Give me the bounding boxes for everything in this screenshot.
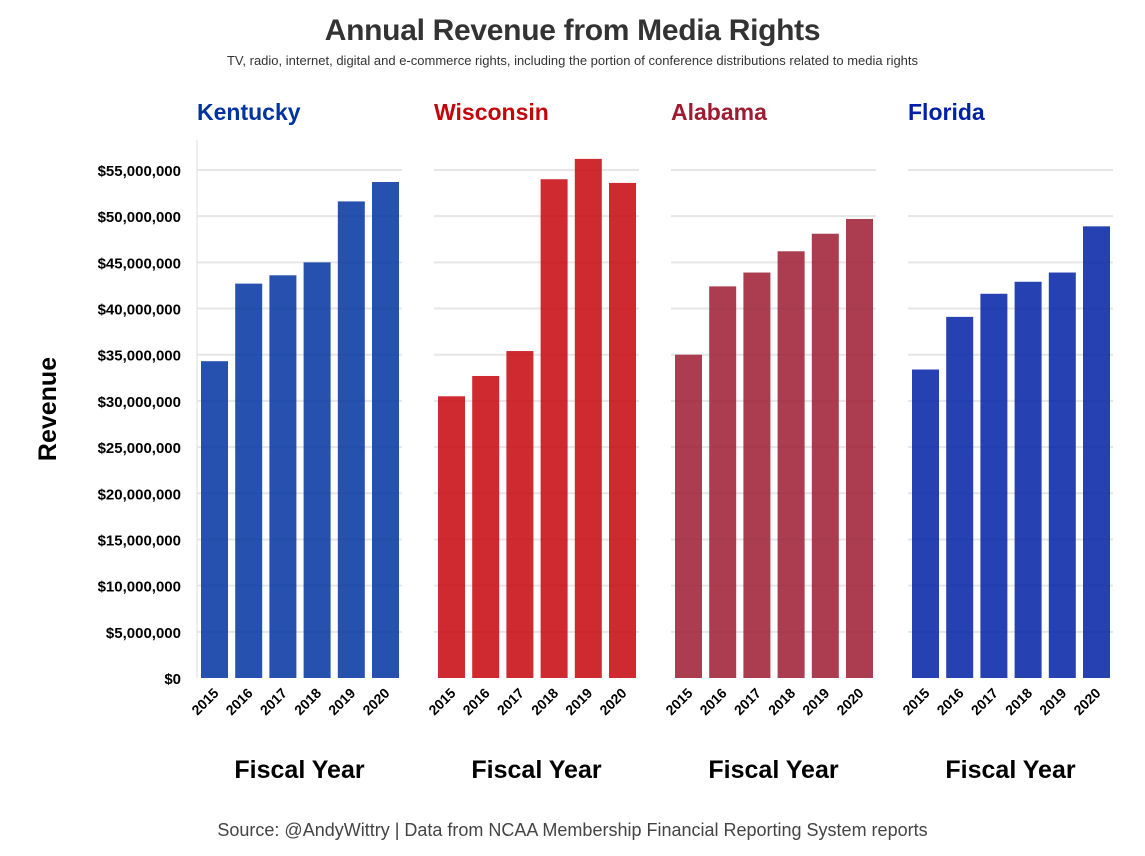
chart-subtitle: TV, radio, internet, digital and e-comme… (226, 53, 919, 68)
x-tick-label: 2016 (459, 685, 492, 718)
y-tick-label: $55,000,000 (98, 163, 181, 180)
x-tick-label: 2015 (188, 685, 221, 718)
x-tick-label: 2016 (222, 685, 255, 718)
panel-title: Wisconsin (434, 99, 549, 125)
chart-title: Annual Revenue from Media Rights (324, 14, 821, 47)
x-tick-label: 2020 (833, 685, 866, 718)
y-tick-label: $30,000,000 (98, 394, 181, 411)
panel-alabama: Alabama 2015 2016 2017 2018 2019 2020 Fiscal Ye… (662, 99, 876, 784)
bar-alabama-2018 (777, 251, 805, 678)
x-tick-label: 2019 (1036, 685, 1069, 718)
bar-kentucky-2018 (303, 262, 331, 678)
bar-wisconsin-2018 (540, 179, 568, 678)
bar-florida-2015 (912, 369, 939, 678)
x-axis-title: Fiscal Year (471, 756, 601, 784)
bar-wisconsin-2016 (472, 375, 500, 678)
panel-title: Alabama (671, 99, 767, 125)
bar-florida-2016 (946, 316, 974, 678)
x-axis-title: Fiscal Year (945, 756, 1075, 784)
y-tick-label: $25,000,000 (98, 440, 181, 457)
x-tick-label: 2017 (968, 685, 1001, 718)
bar-wisconsin-2020 (609, 182, 636, 678)
bar-alabama-2017 (743, 272, 771, 678)
bar-kentucky-2017 (269, 275, 297, 678)
y-tick-label: $10,000,000 (98, 579, 181, 596)
bar-florida-2020 (1083, 226, 1110, 679)
x-axis-title: Fiscal Year (708, 756, 838, 784)
chart-caption: Source: @AndyWittry | Data from NCAA Mem… (217, 820, 928, 840)
bar-florida-2019 (1048, 272, 1076, 678)
y-tick-label: $15,000,000 (98, 532, 181, 549)
x-tick-label: 2018 (291, 685, 324, 718)
x-tick-label: 2018 (528, 685, 561, 718)
bar-wisconsin-2017 (506, 351, 534, 678)
x-tick-label: 2016 (696, 685, 729, 718)
y-tick-label: $50,000,000 (98, 209, 181, 226)
x-tick-label: 2015 (425, 685, 458, 718)
y-axis-title: Revenue (34, 357, 62, 461)
bar-wisconsin-2015 (438, 396, 465, 678)
x-tick-label: 2020 (359, 685, 392, 718)
x-tick-label: 2018 (1002, 685, 1035, 718)
bar-alabama-2019 (811, 233, 839, 679)
x-tick-label: 2017 (731, 685, 764, 718)
bar-kentucky-2020 (372, 182, 399, 679)
x-tick-label: 2020 (1070, 685, 1103, 718)
y-tick-label: $35,000,000 (98, 348, 181, 365)
bar-alabama-2020 (846, 218, 873, 678)
x-tick-label: 2017 (257, 685, 290, 718)
x-axis-title: Fiscal Year (234, 756, 364, 784)
y-tick-label: $40,000,000 (98, 302, 181, 319)
x-tick-label: 2019 (325, 685, 358, 718)
x-tick-label: 2015 (899, 685, 932, 718)
bar-wisconsin-2019 (574, 158, 602, 678)
y-tick-label: $45,000,000 (98, 255, 181, 272)
panel-wisconsin: Wisconsin 2015 2016 2017 2018 2019 2020 Fiscal … (425, 99, 639, 784)
bar-alabama-2016 (709, 286, 737, 678)
bar-kentucky-2019 (337, 201, 365, 679)
x-tick-label: 2016 (933, 685, 966, 718)
y-axis: $0 $5,000,000 $10,000,000 $15,000,000 $20,00… (98, 140, 198, 688)
panel-kentucky: Kentucky 2015 2016 2017 2018 2019 2020 Fiscal Y… (188, 99, 402, 784)
x-tick-label: 2020 (596, 685, 629, 718)
x-tick-label: 2015 (662, 685, 695, 718)
bar-florida-2017 (980, 293, 1008, 678)
panel-title: Florida (908, 99, 985, 125)
panel-title: Kentucky (197, 99, 301, 125)
x-tick-label: 2019 (562, 685, 595, 718)
bar-florida-2018 (1014, 281, 1042, 678)
y-tick-label: $5,000,000 (106, 625, 181, 642)
panel-florida: Florida 2015 2016 2017 2018 2019 2020 Fiscal Ye… (899, 99, 1113, 784)
x-tick-label: 2017 (494, 685, 527, 718)
x-tick-label: 2018 (765, 685, 798, 718)
y-tick-label: $20,000,000 (98, 486, 181, 503)
bar-kentucky-2015 (201, 361, 228, 678)
bar-kentucky-2016 (235, 283, 263, 678)
bar-alabama-2015 (675, 354, 702, 678)
x-tick-label: 2019 (799, 685, 832, 718)
y-tick-label: $0 (164, 671, 181, 688)
